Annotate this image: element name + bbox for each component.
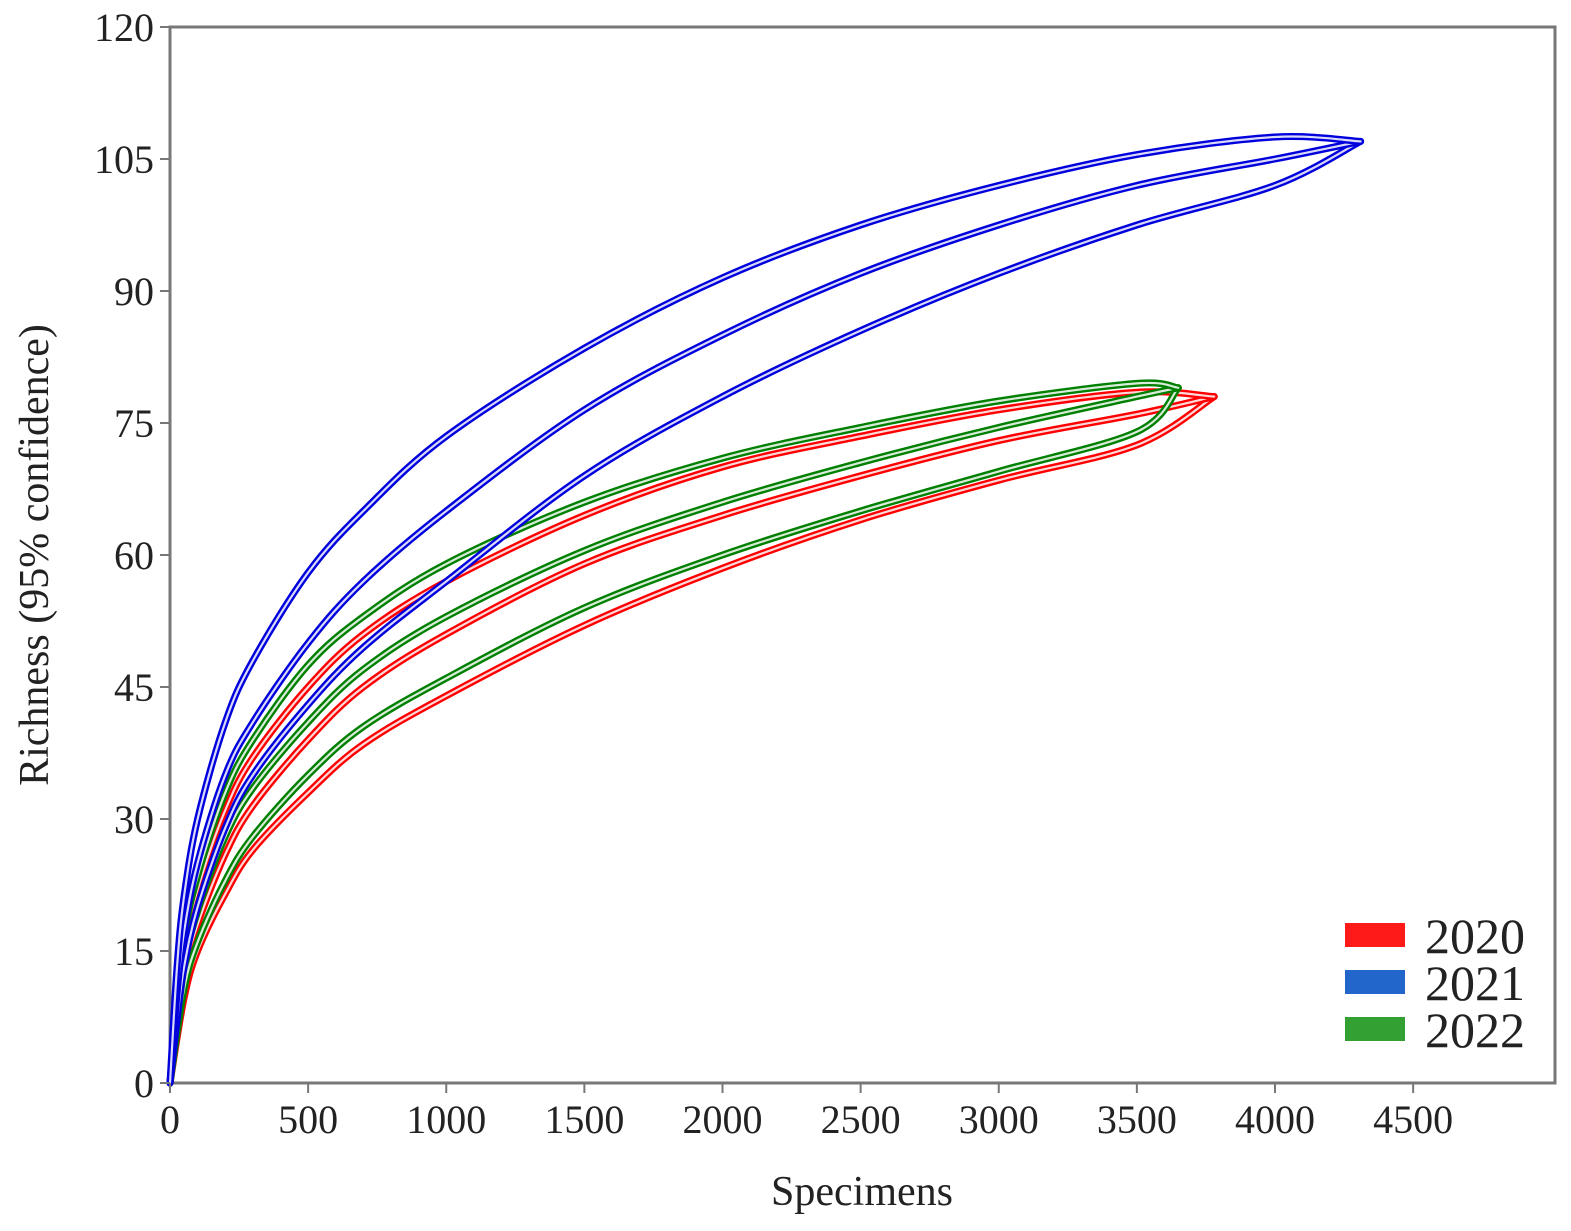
series-2022-lower-core xyxy=(168,386,1180,1085)
series-2020-upper-core xyxy=(168,390,1216,1085)
x-tick-label: 2500 xyxy=(821,1097,901,1142)
y-axis-ticks: 0 15 30 45 60 75 90 105 120 xyxy=(94,5,170,1106)
x-tick-label: 0 xyxy=(160,1097,180,1142)
series-curves xyxy=(166,133,1365,1087)
y-axis-title: Richness (95% confidence) xyxy=(12,324,58,786)
y-tick-label: 0 xyxy=(134,1061,154,1106)
series-2020-lower-core xyxy=(168,395,1216,1085)
x-tick-label: 500 xyxy=(278,1097,338,1142)
x-axis-ticks: 0 500 1000 1500 2000 2500 3000 3500 4000 4500 xyxy=(160,1083,1453,1142)
series-2020-lower-line xyxy=(166,393,1218,1087)
legend-label-2021: 2021 xyxy=(1425,955,1525,1011)
legend-label-2022: 2022 xyxy=(1425,1002,1525,1058)
series-2022-estimate-line xyxy=(166,384,1182,1087)
y-tick-label: 120 xyxy=(94,5,154,50)
y-tick-label: 75 xyxy=(114,401,154,446)
legend-swatch-2020 xyxy=(1345,923,1405,947)
x-axis-title: Specimens xyxy=(771,1169,953,1215)
x-tick-label: 2000 xyxy=(683,1097,763,1142)
series-2021-estimate-line xyxy=(166,137,1365,1087)
y-tick-label: 90 xyxy=(114,269,154,314)
series-2021-upper-core xyxy=(168,135,1362,1085)
y-tick-label: 105 xyxy=(94,137,154,182)
series-2022-lower-line xyxy=(166,384,1182,1087)
x-tick-label: 4500 xyxy=(1373,1097,1453,1142)
series-2020-estimate-line xyxy=(166,393,1218,1087)
series-2021-lower-line xyxy=(166,137,1365,1087)
y-tick-label: 15 xyxy=(114,929,154,974)
legend-label-2020: 2020 xyxy=(1425,908,1525,964)
x-tick-label: 1500 xyxy=(544,1097,624,1142)
y-tick-label: 45 xyxy=(114,665,154,710)
legend-swatch-2021 xyxy=(1345,970,1405,994)
x-tick-label: 1000 xyxy=(406,1097,486,1142)
y-tick-label: 60 xyxy=(114,533,154,578)
x-tick-label: 3500 xyxy=(1097,1097,1177,1142)
series-2022-upper-core xyxy=(168,381,1180,1085)
legend-swatch-2022 xyxy=(1345,1017,1405,1041)
series-2022-estimate-core xyxy=(168,386,1180,1085)
series-2020-estimate-core xyxy=(168,395,1216,1085)
series-2021-lower-core xyxy=(168,140,1362,1085)
series-2022-upper-line xyxy=(166,379,1182,1087)
x-tick-label: 3000 xyxy=(959,1097,1039,1142)
x-tick-label: 4000 xyxy=(1235,1097,1315,1142)
series-2021-estimate-core xyxy=(168,140,1362,1085)
series-2021-upper-line xyxy=(166,133,1365,1087)
series-2020-upper-line xyxy=(166,388,1218,1087)
y-tick-label: 30 xyxy=(114,797,154,842)
